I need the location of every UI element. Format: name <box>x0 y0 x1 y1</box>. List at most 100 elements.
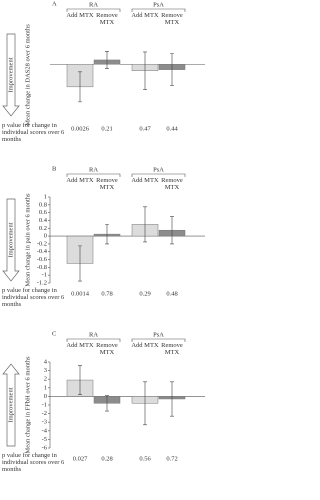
p-value-label: p value for change in individual scores … <box>2 122 65 143</box>
y-tick-label: -0.8 <box>37 264 47 271</box>
group-bracket <box>131 338 186 342</box>
p-value: 0.28 <box>101 455 112 462</box>
y-tick-label: 0 <box>44 233 47 240</box>
y-tick-label: 1 <box>44 193 47 200</box>
error-bar <box>78 365 82 395</box>
y-tick-label: 1 <box>44 384 47 391</box>
panel-label: A <box>52 0 57 7</box>
group-label: RA <box>89 331 98 338</box>
y-tick-label: 2 <box>44 376 47 383</box>
p-value: 0.027 <box>73 455 88 462</box>
category-label-box: Add MTX <box>131 12 159 19</box>
p-value-label-box: p value for change in individual scores … <box>2 452 65 473</box>
category-label: Add MTX <box>66 177 94 184</box>
category-label: Remove MTX <box>161 342 183 356</box>
panel-label: C <box>52 330 56 337</box>
y-tick-label: -5 <box>42 436 47 443</box>
improvement-arrow <box>2 363 20 447</box>
category-label: Remove MTX <box>161 177 183 191</box>
y-tick-label: -4 <box>42 427 48 434</box>
improvement-arrow <box>2 33 20 117</box>
y-axis-label: Mean change in FFbH over 6 months <box>24 356 31 454</box>
y-tick-label: -1 <box>42 272 47 279</box>
category-label: Add MTX <box>66 12 94 19</box>
chart: A Improvement Mean change in DAS28 over 6 … <box>2 0 205 473</box>
p-value: 0.47 <box>139 125 151 132</box>
error-bar <box>143 51 147 90</box>
category-label-box: Add MTX <box>66 177 94 184</box>
p-value: 0.0026 <box>71 125 90 132</box>
improvement-label: Improvement <box>7 387 14 422</box>
error-bar <box>170 53 174 87</box>
p-value-label-box: p value for change in individual scores … <box>2 287 65 308</box>
y-tick-label: -6 <box>42 444 48 451</box>
error-bar <box>105 51 109 69</box>
p-value: 0.78 <box>101 290 112 297</box>
y-tick-label: -0.4 <box>37 248 48 255</box>
error-bar <box>170 381 174 417</box>
error-bar <box>143 206 147 243</box>
y-tick-label: -3 <box>42 419 47 426</box>
category-label: Remove MTX <box>96 12 118 26</box>
p-value: 0.56 <box>139 455 151 462</box>
error-bar <box>143 381 147 426</box>
y-axis-label: Mean change in pain over 6 months <box>24 193 31 287</box>
category-label: Add MTX <box>66 342 94 349</box>
group-bracket <box>66 8 121 12</box>
category-label: Remove MTX <box>96 177 118 191</box>
category-label-box: Remove MTX <box>96 342 118 356</box>
p-value: 0.48 <box>166 290 177 297</box>
category-label-box: Remove MTX <box>161 342 183 356</box>
improvement-label: Improvement <box>7 57 14 92</box>
group-bracket <box>131 173 186 177</box>
improvement-arrow <box>2 198 20 282</box>
y-axis-label: Mean change in DAS28 over 6 months <box>24 24 31 126</box>
category-label-box: Remove MTX <box>161 12 183 26</box>
error-bar <box>78 71 82 103</box>
y-tick-label: -1.2 <box>37 279 47 286</box>
group-bracket <box>131 8 186 12</box>
category-label-box: Add MTX <box>66 342 94 349</box>
category-label: Add MTX <box>131 12 159 19</box>
y-tick-label: -0.2 <box>37 240 47 247</box>
improvement-label: Improvement <box>7 222 14 257</box>
y-tick-label: 3 <box>44 367 47 374</box>
p-value: 0.29 <box>139 290 150 297</box>
group-bracket <box>66 338 121 342</box>
p-value-label-box: p value for change in individual scores … <box>2 122 65 143</box>
category-label: Remove MTX <box>161 12 183 26</box>
category-label: Remove MTX <box>96 342 118 356</box>
y-tick-label: -0.6 <box>37 256 48 263</box>
category-label: Add MTX <box>131 342 159 349</box>
y-tick-label: 4 <box>44 358 48 365</box>
category-label-box: Remove MTX <box>96 177 118 191</box>
y-tick-label: 0 <box>44 393 47 400</box>
group-label: RA <box>89 166 98 173</box>
error-bar <box>105 395 109 412</box>
group-label: RA <box>89 1 98 8</box>
y-tick-label: -2 <box>42 410 47 417</box>
category-label-box: Remove MTX <box>96 12 118 26</box>
category-label-box: Remove MTX <box>161 177 183 191</box>
group-label: PsA <box>153 331 164 338</box>
category-label-box: Add MTX <box>131 342 159 349</box>
y-tick-label: -1 <box>42 401 47 408</box>
p-value: 0.72 <box>166 455 177 462</box>
page: A Improvement Mean change in DAS28 over 6 … <box>2 0 205 473</box>
category-label: Add MTX <box>131 177 159 184</box>
p-value-label: p value for change in individual scores … <box>2 287 65 308</box>
y-tick-label: 0.8 <box>39 201 47 208</box>
y-tick-label: 0.6 <box>39 209 48 216</box>
y-tick-label: 0.4 <box>39 217 48 224</box>
group-bracket <box>66 173 121 177</box>
error-bar <box>105 224 109 245</box>
p-value: 0.0014 <box>71 290 90 297</box>
p-value: 0.21 <box>101 125 112 132</box>
p-value: 0.44 <box>166 125 178 132</box>
error-bar <box>170 216 174 245</box>
p-value-label: p value for change in individual scores … <box>2 452 65 473</box>
group-label: PsA <box>153 1 164 8</box>
group-label: PsA <box>153 166 164 173</box>
y-tick-label: 0.2 <box>39 225 47 232</box>
error-bar <box>78 245 82 282</box>
